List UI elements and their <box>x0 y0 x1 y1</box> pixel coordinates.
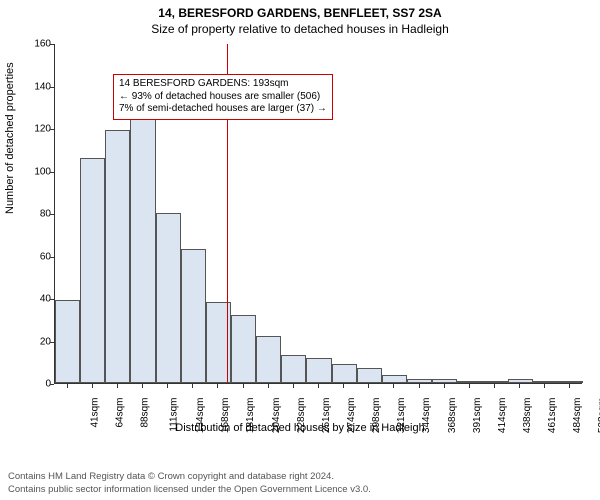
histogram-bar <box>181 249 206 383</box>
x-tick-label: 391sqm <box>472 398 483 434</box>
histogram-bar <box>457 381 482 383</box>
annotation-line-2: ← 93% of detached houses are smaller (50… <box>119 91 327 104</box>
x-tick-mark <box>569 384 570 388</box>
y-tick-mark <box>50 172 54 173</box>
x-tick-label: 158sqm <box>220 398 231 434</box>
histogram-bar <box>80 158 105 383</box>
y-tick-mark <box>50 342 54 343</box>
x-tick-mark <box>167 384 168 388</box>
y-tick-label: 40 <box>21 294 51 305</box>
x-tick-label: 344sqm <box>422 398 433 434</box>
histogram-bar <box>382 375 407 384</box>
x-tick-mark <box>117 384 118 388</box>
x-tick-mark <box>142 384 143 388</box>
y-tick-mark <box>50 214 54 215</box>
x-tick-label: 134sqm <box>195 398 206 434</box>
footer-line-2: Contains public sector information licen… <box>8 484 371 496</box>
x-tick-label: 274sqm <box>346 398 357 434</box>
x-tick-label: 64sqm <box>114 398 125 428</box>
histogram-bar <box>156 213 181 383</box>
y-tick-mark <box>50 87 54 88</box>
x-tick-mark <box>217 384 218 388</box>
annotation-callout: 14 BERESFORD GARDENS: 193sqm ← 93% of de… <box>113 74 333 120</box>
x-tick-label: 204sqm <box>271 398 282 434</box>
plot-region: 14 BERESFORD GARDENS: 193sqm ← 93% of de… <box>54 44 582 384</box>
y-tick-label: 0 <box>21 379 51 390</box>
histogram-bar <box>105 130 130 383</box>
y-tick-label: 60 <box>21 251 51 262</box>
x-tick-label: 414sqm <box>497 398 508 434</box>
footer-attribution: Contains HM Land Registry data © Crown c… <box>8 471 371 496</box>
x-tick-label: 88sqm <box>139 398 150 428</box>
x-tick-label: 228sqm <box>296 398 307 434</box>
x-tick-label: 438sqm <box>522 398 533 434</box>
x-tick-mark <box>393 384 394 388</box>
x-tick-label: 181sqm <box>246 398 257 434</box>
histogram-bar <box>281 355 306 383</box>
y-tick-label: 140 <box>21 81 51 92</box>
histogram-bar <box>432 379 457 383</box>
chart-area: Number of detached properties 14 BERESFO… <box>0 44 600 430</box>
annotation-line-1: 14 BERESFORD GARDENS: 193sqm <box>119 78 327 91</box>
x-tick-label: 41sqm <box>89 398 100 428</box>
x-tick-label: 111sqm <box>169 398 180 432</box>
x-tick-mark <box>293 384 294 388</box>
x-tick-mark <box>318 384 319 388</box>
annotation-line-3: 7% of semi-detached houses are larger (3… <box>119 103 327 116</box>
x-tick-label: 251sqm <box>321 398 332 434</box>
y-tick-mark <box>50 384 54 385</box>
histogram-bar <box>130 109 155 383</box>
histogram-bar <box>306 358 331 384</box>
x-tick-mark <box>92 384 93 388</box>
x-tick-mark <box>544 384 545 388</box>
x-tick-mark <box>494 384 495 388</box>
y-tick-label: 80 <box>21 209 51 220</box>
x-tick-label: 368sqm <box>447 398 458 434</box>
histogram-bar <box>482 381 507 383</box>
histogram-bar <box>231 315 256 383</box>
x-tick-label: 298sqm <box>371 398 382 434</box>
x-tick-mark <box>192 384 193 388</box>
x-tick-mark <box>444 384 445 388</box>
y-tick-label: 20 <box>21 336 51 347</box>
y-tick-mark <box>50 129 54 130</box>
histogram-bar <box>332 364 357 383</box>
y-tick-label: 160 <box>21 39 51 50</box>
y-tick-label: 100 <box>21 166 51 177</box>
x-tick-mark <box>469 384 470 388</box>
y-tick-mark <box>50 299 54 300</box>
x-tick-mark <box>419 384 420 388</box>
histogram-bar <box>55 300 80 383</box>
chart-title-main: 14, BERESFORD GARDENS, BENFLEET, SS7 2SA <box>0 0 600 20</box>
y-tick-label: 120 <box>21 124 51 135</box>
histogram-bar <box>256 336 281 383</box>
x-tick-label: 321sqm <box>396 398 407 434</box>
x-tick-mark <box>343 384 344 388</box>
histogram-bar <box>407 379 432 383</box>
chart-title-sub: Size of property relative to detached ho… <box>0 20 600 36</box>
x-tick-mark <box>243 384 244 388</box>
x-tick-label: 461sqm <box>547 398 558 434</box>
y-tick-mark <box>50 257 54 258</box>
x-tick-mark <box>368 384 369 388</box>
footer-line-1: Contains HM Land Registry data © Crown c… <box>8 471 371 483</box>
x-tick-mark <box>519 384 520 388</box>
y-tick-mark <box>50 44 54 45</box>
histogram-bar <box>357 368 382 383</box>
histogram-bar <box>533 381 558 383</box>
x-tick-mark <box>268 384 269 388</box>
y-axis-label: Number of detached properties <box>4 62 16 214</box>
histogram-bar <box>508 379 533 383</box>
histogram-bar <box>558 381 583 383</box>
x-tick-label: 484sqm <box>572 398 583 434</box>
x-tick-mark <box>67 384 68 388</box>
